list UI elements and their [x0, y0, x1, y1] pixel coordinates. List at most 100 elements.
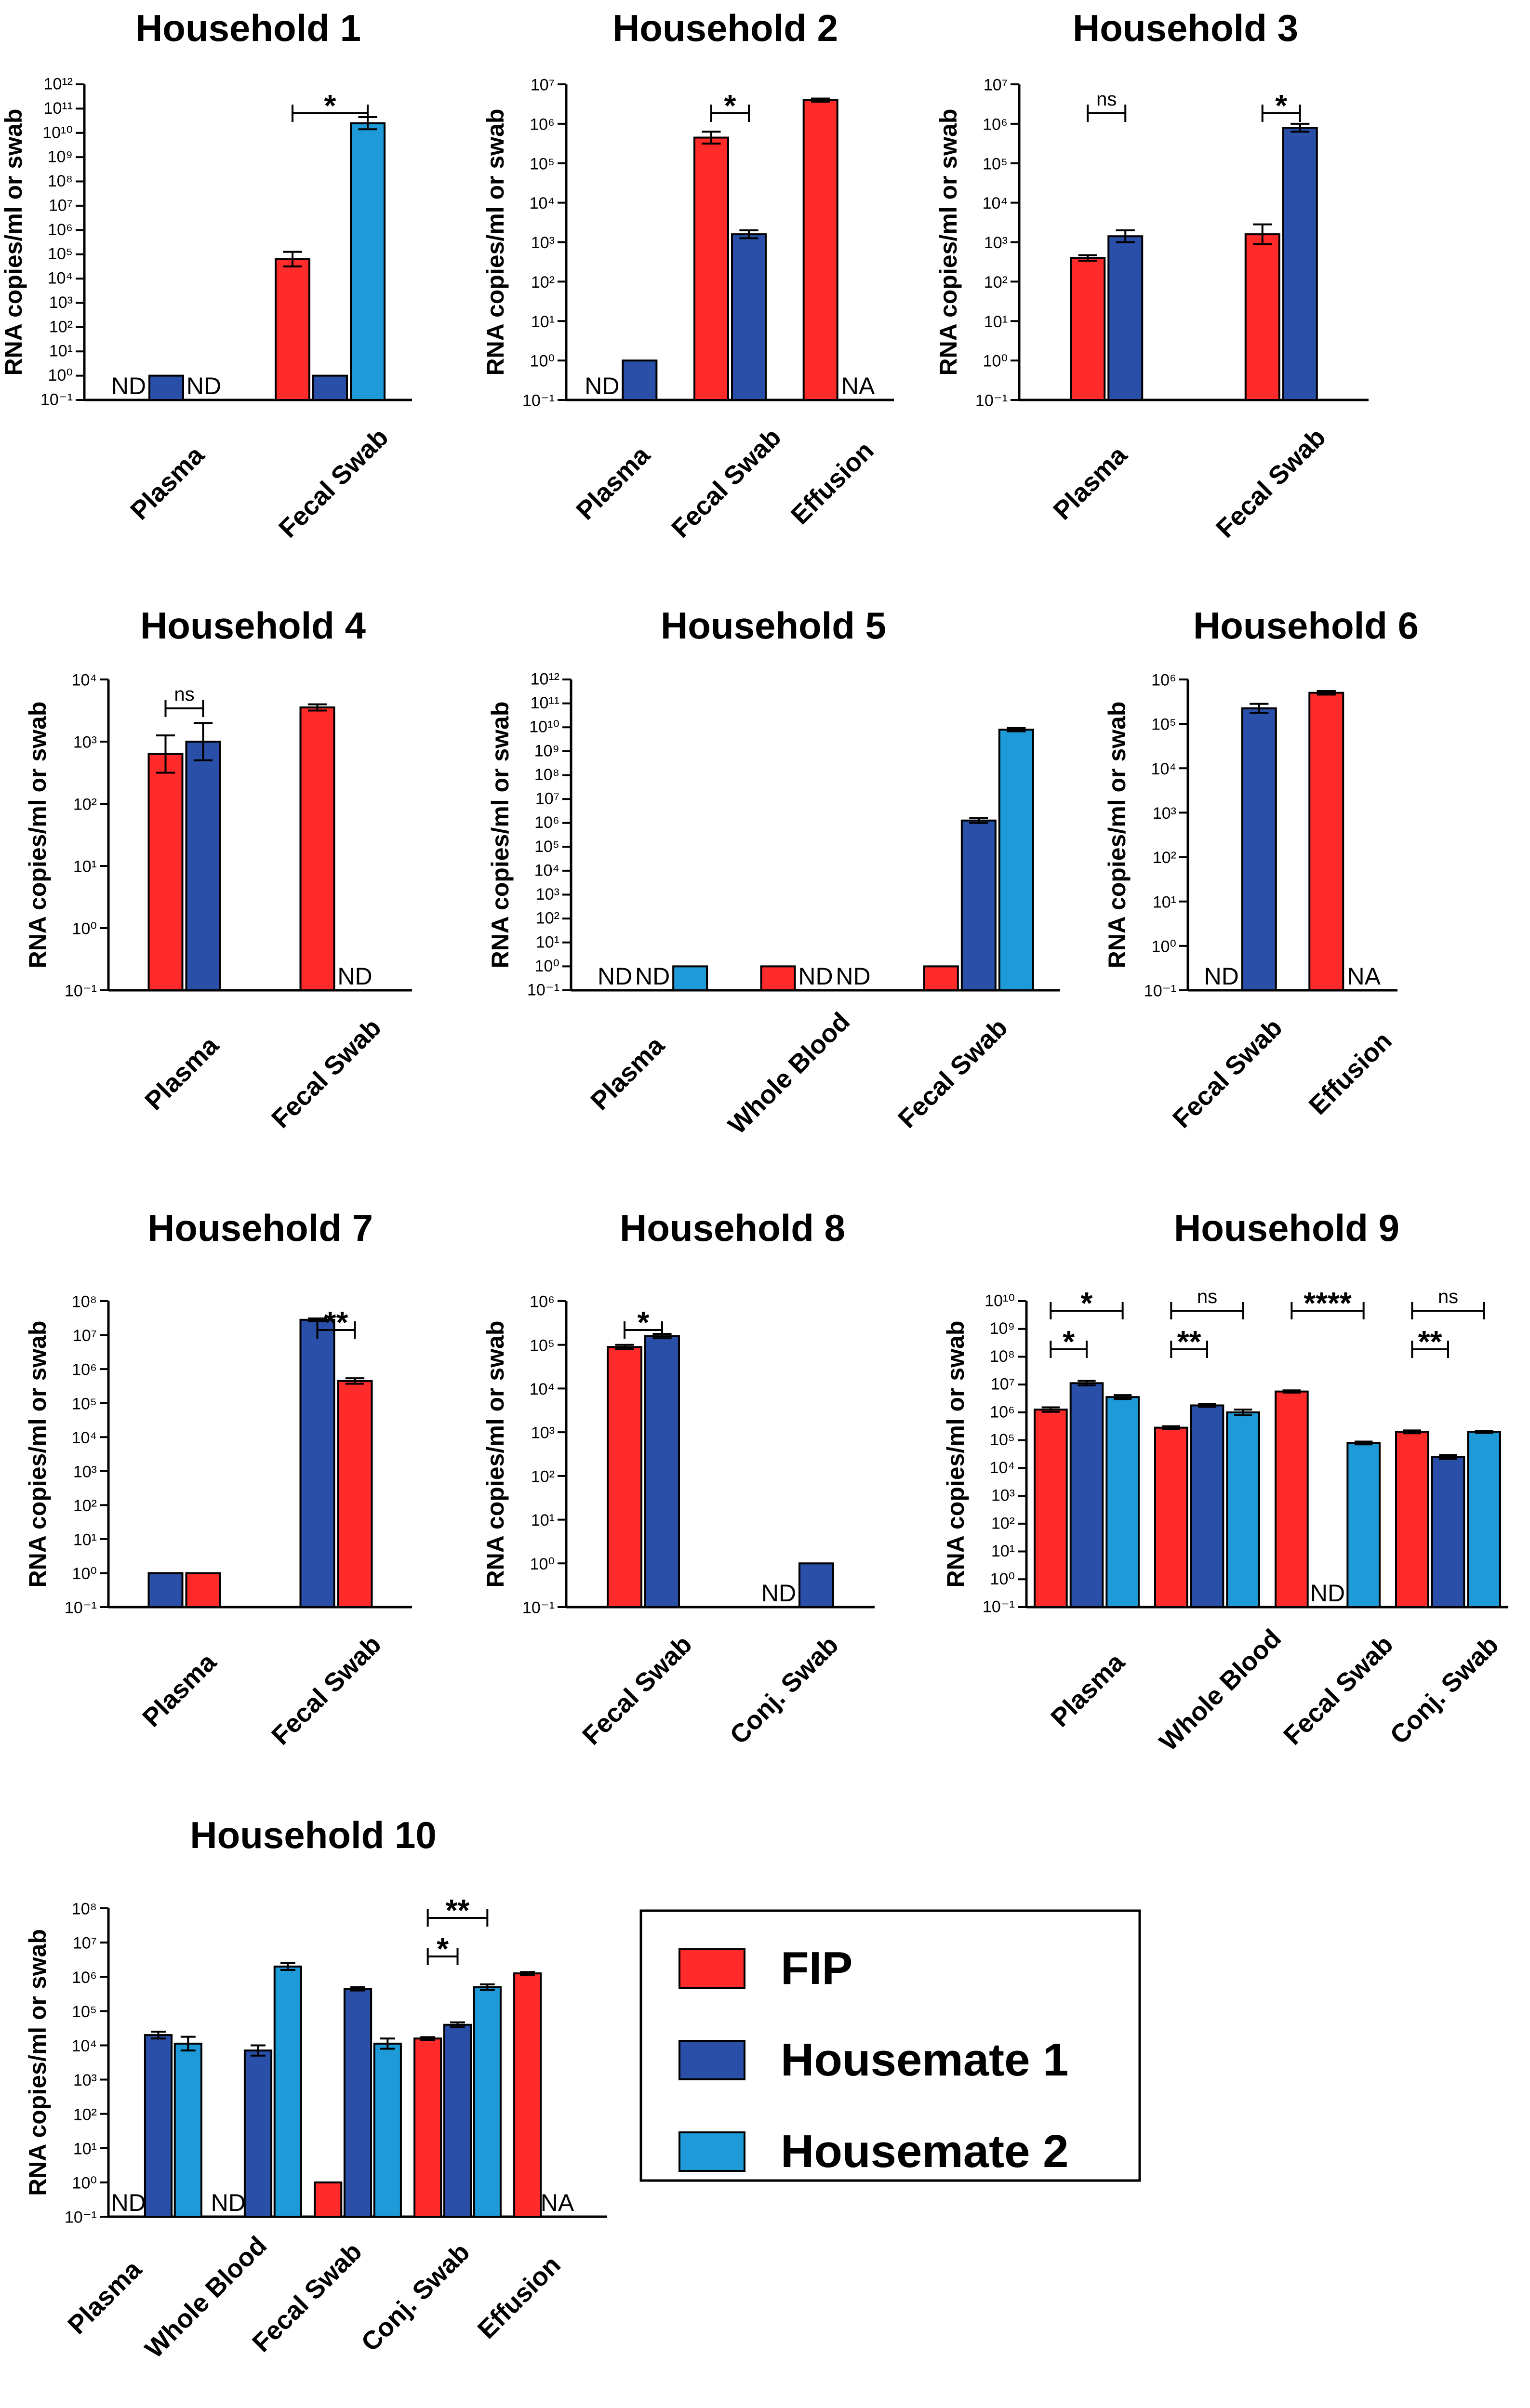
y-tick-label: 10¹ [73, 2140, 97, 2158]
bar-housemate1 [147, 1572, 184, 1608]
y-axis-label: RNA copies/ml or swab [24, 1929, 51, 2196]
y-tick-label: 10¹ [536, 933, 559, 951]
sig-label: * [1275, 88, 1287, 123]
y-axis-label: RNA copies/ml or swab [482, 109, 509, 376]
y-tick-label: 10⁴ [534, 861, 559, 879]
legend-label-fip: FIP [781, 1942, 852, 1994]
bar-housemate2 [998, 729, 1034, 991]
y-tick-label: 10⁴ [72, 2037, 97, 2055]
legend-label-housemate2: Housemate 2 [781, 2126, 1069, 2177]
y-tick-label: 10³ [73, 1463, 97, 1481]
bar-housemate2 [1346, 1442, 1381, 1609]
category-label: Conj. Swab [356, 2237, 475, 2357]
bar-fip [1395, 1431, 1429, 1608]
y-tick-label: 10⁵ [48, 245, 73, 263]
y-tick-label: 10² [49, 318, 73, 336]
y-tick-label: 10⁴ [1151, 760, 1176, 778]
sig-label: ns [1197, 1286, 1217, 1307]
category-label: Conj. Swab [724, 1630, 844, 1750]
y-tick-label: 10³ [984, 234, 1008, 252]
bar-fip [760, 965, 796, 992]
y-tick-label: 10³ [531, 1424, 555, 1442]
y-tick-label: 10⁰ [48, 366, 73, 385]
y-tick-label: 10⁴ [72, 1429, 97, 1447]
y-tick-label: 10⁰ [990, 1570, 1015, 1588]
bar-missing-label: ND [635, 963, 670, 990]
bar-fip [1070, 257, 1106, 401]
y-tick-label: 10⁸ [48, 172, 73, 190]
category-label: Fecal Swab [577, 1630, 697, 1750]
chart-title: Household 3 [1073, 7, 1298, 49]
y-tick-label: 10¹ [73, 1530, 97, 1549]
y-axis-label: RNA copies/ml or swab [482, 1321, 509, 1588]
chart-household-4: Household 4 10⁻¹ 10⁰ 10¹ 10² 10³ 10⁴ RNA copies… [24, 604, 412, 1133]
bar-housemate1 [622, 359, 658, 401]
bar-housemate1 [148, 374, 184, 401]
bar-missing-label: NA [1347, 963, 1381, 990]
bar-housemate1 [1069, 1382, 1104, 1608]
y-tick-label: 10⁰ [72, 920, 97, 938]
y-tick-label: 10⁴ [990, 1459, 1015, 1477]
y-tick-label: 10² [73, 796, 97, 814]
category-label: Fecal Swab [273, 423, 394, 543]
sig-label: ** [1177, 1324, 1201, 1359]
y-tick-label: 10⁶ [530, 115, 555, 133]
y-tick-label: 10⁹ [48, 148, 73, 166]
sig-label: ns [1438, 1286, 1458, 1307]
sig-label: * [1063, 1324, 1075, 1359]
sig-label: **** [1304, 1286, 1352, 1320]
bar-fip [299, 706, 335, 992]
legend: FIP Housemate 1 Housemate 2 [639, 1909, 1141, 2182]
y-tick-label: 10⁵ [72, 1395, 97, 1413]
bar-missing-label: NA [541, 2189, 574, 2216]
y-tick-label: 10² [536, 909, 559, 928]
bar-housemate2 [473, 1986, 502, 2218]
y-tick-label: 10¹ [49, 342, 73, 360]
bar-fip [413, 2037, 442, 2218]
chart-title: Household 1 [135, 7, 361, 49]
y-tick-label: 10⁸ [72, 1900, 97, 1918]
category-label: Plasma [139, 1031, 225, 1116]
sig-label: * [437, 1931, 449, 1966]
bar-housemate1 [1107, 235, 1144, 401]
bar-housemate2 [273, 1965, 302, 2218]
y-tick-label: 10⁰ [535, 957, 559, 975]
bar-housemate1 [185, 741, 221, 991]
y-tick-label: 10⁰ [72, 1565, 97, 1583]
y-tick-label: 10³ [991, 1487, 1015, 1505]
bar-fip [513, 1972, 542, 2218]
y-tick-label: 10³ [73, 733, 97, 752]
y-tick-label: 10⁶ [990, 1403, 1015, 1421]
y-tick-label: 10⁻¹ [40, 391, 73, 409]
bar-housemate1 [243, 2049, 273, 2218]
y-tick-label: 10⁻¹ [522, 392, 555, 410]
y-tick-label: 10⁵ [534, 838, 559, 856]
y-tick-label: 10⁷ [531, 76, 555, 94]
y-tick-label: 10² [531, 1467, 555, 1486]
y-tick-label: 10¹² [44, 75, 73, 93]
chart-title: Household 7 [147, 1207, 373, 1249]
bar-housemate2 [1467, 1431, 1501, 1608]
y-tick-label: 10¹¹ [531, 694, 559, 712]
y-tick-label: 10¹ [531, 1511, 555, 1530]
y-axis-label: RNA copies/ml or swab [487, 702, 514, 969]
bar-fip [185, 1572, 221, 1608]
y-tick-label: 10⁻¹ [65, 982, 97, 1000]
y-tick-label: 10³ [73, 2071, 97, 2089]
y-tick-label: 10² [73, 2105, 97, 2124]
category-label: Fecal Swab [266, 1013, 386, 1133]
category-label: Plasma [571, 440, 656, 526]
y-tick-label: 10⁷ [984, 76, 1008, 94]
y-tick-label: 10⁸ [72, 1293, 97, 1311]
category-label: Whole Blood [1154, 1623, 1287, 1756]
y-tick-label: 10⁶ [1151, 671, 1176, 690]
bar-fip [275, 258, 310, 401]
bar-housemate1 [1431, 1456, 1465, 1608]
y-tick-label: 10⁷ [73, 1327, 97, 1345]
bar-housemate2 [173, 2042, 202, 2218]
y-tick-label: 10¹ [984, 313, 1008, 331]
y-tick-label: 10⁻¹ [983, 1598, 1015, 1616]
bar-missing-label: ND [598, 963, 632, 990]
y-tick-label: 10¹⁰ [529, 718, 559, 736]
bar-housemate1 [443, 2023, 472, 2218]
